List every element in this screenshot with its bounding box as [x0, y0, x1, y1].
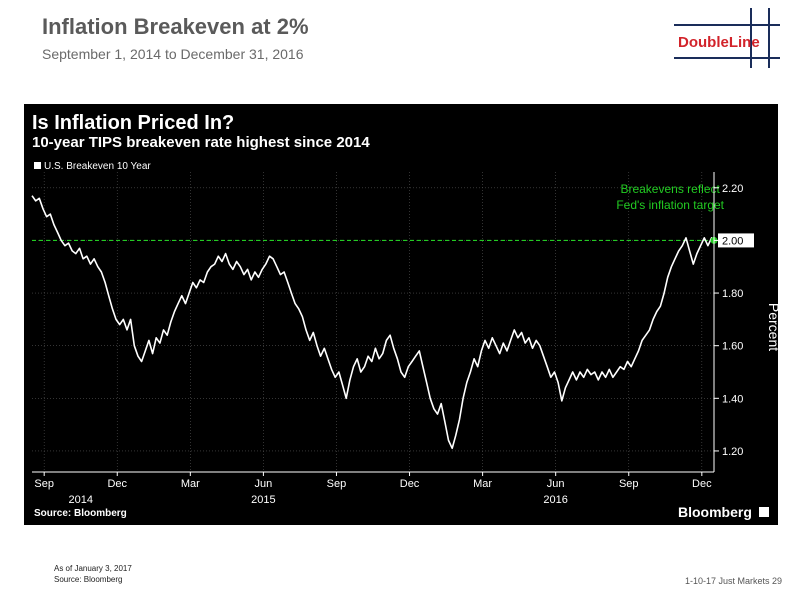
legend-label: U.S. Breakeven 10 Year — [44, 161, 151, 172]
x-tick-label: Dec — [400, 478, 420, 490]
source-label: Source: Bloomberg — [34, 508, 127, 519]
x-year-label: 2015 — [251, 494, 275, 506]
x-tick-label: Mar — [181, 478, 200, 490]
gridlines — [32, 172, 714, 472]
x-axis-ticks: Sep Dec Mar Jun Sep Dec Mar Jun Sep Dec 2014 2015 20… — [34, 472, 712, 506]
x-tick-label: Sep — [327, 478, 347, 490]
doubleline-logo: DoubleLine — [666, 8, 786, 68]
footnote-date: As of January 3, 2017 — [54, 564, 132, 573]
bloomberg-chart-panel: Is Inflation Priced In? 10-year TIPS bre… — [24, 104, 782, 525]
last-value-label: 2.00 — [722, 235, 743, 247]
breakeven-line-chart: Is Inflation Priced In? 10-year TIPS bre… — [31, 112, 782, 520]
y-tick-label: 1.20 — [722, 446, 743, 458]
y-axis-label: Percent — [766, 303, 778, 351]
slide-subtitle: September 1, 2014 to December 31, 2016 — [42, 46, 304, 62]
annotation-line-1: Breakevens reflect — [620, 182, 720, 196]
x-year-label: 2016 — [543, 494, 567, 506]
y-tick-label: 1.80 — [722, 288, 743, 300]
series-line-us-breakeven — [31, 195, 715, 450]
chart-title: Is Inflation Priced In? — [32, 112, 234, 134]
page-note: 1-10-17 Just Markets 29 — [684, 576, 782, 586]
footnote-source: Source: Bloomberg — [54, 575, 123, 584]
bloomberg-brand-icon — [759, 507, 769, 517]
x-tick-label: Jun — [255, 478, 273, 490]
x-year-label: 2014 — [68, 494, 92, 506]
slide-title: Inflation Breakeven at 2% — [42, 14, 309, 39]
legend-swatch — [34, 162, 41, 169]
annotation-line-2: Fed's inflation target — [616, 198, 724, 212]
logo-text: DoubleLine — [678, 34, 760, 51]
chart-subtitle: 10-year TIPS breakeven rate highest sinc… — [32, 134, 370, 151]
y-axis-ticks: 1.20 1.40 1.60 1.80 2.20 — [714, 183, 743, 458]
y-tick-label: 1.40 — [722, 393, 743, 405]
x-tick-label: Sep — [619, 478, 639, 490]
x-tick-label: Sep — [34, 478, 54, 490]
last-value-box — [718, 233, 754, 248]
x-tick-label: Jun — [547, 478, 565, 490]
bloomberg-brand: Bloomberg — [678, 504, 752, 520]
y-tick-label: 2.20 — [722, 183, 743, 195]
x-tick-label: Dec — [107, 478, 127, 490]
x-tick-label: Mar — [473, 478, 492, 490]
x-tick-label: Dec — [692, 478, 712, 490]
y-tick-label: 1.60 — [722, 341, 743, 353]
